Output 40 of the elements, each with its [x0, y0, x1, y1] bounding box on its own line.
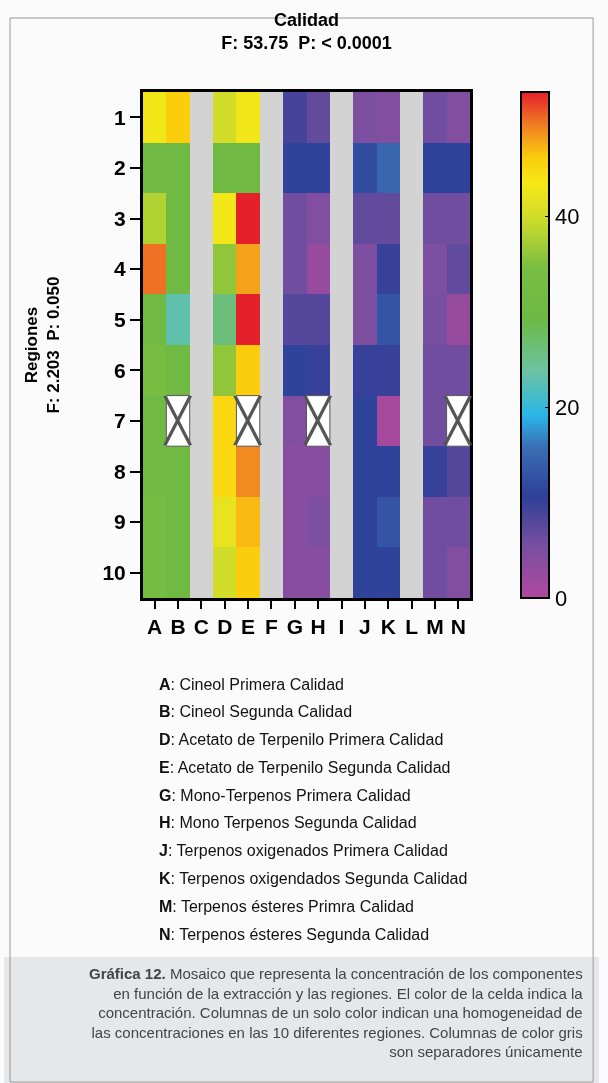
y-tick-label: 10	[102, 561, 126, 585]
x-tick-label: M	[426, 615, 444, 639]
x-tick-label: L	[405, 615, 419, 639]
chart-title: Calidad F: 53.75 P: < 0.0001	[221, 9, 392, 54]
x-tick-label: E	[241, 615, 256, 639]
y-tick-label: 6	[114, 358, 126, 382]
x-tick-label: N	[450, 615, 466, 639]
y-tick-label: 7	[114, 409, 126, 433]
y-tick-label: 2	[114, 156, 126, 180]
x-tick-label: I	[338, 615, 345, 639]
y-axis-title: Regiones F: 2.203 P: 0.050	[21, 276, 63, 414]
text: B: Cineol Segunda Calidad	[159, 703, 353, 720]
y-tick-label: 8	[114, 459, 127, 483]
text: E: Acetato de Terpenilo Segunda Calidad	[159, 759, 451, 776]
x-tick-label: K	[380, 615, 396, 639]
text: N: Terpenos ésteres Segunda Calidad	[159, 926, 430, 943]
text: D: Acetato de Terpenilo Primera Calidad	[159, 731, 444, 748]
y-tick-label: 3	[114, 206, 126, 230]
x-tick-label: B	[170, 615, 186, 639]
color-bar-label: 20	[554, 394, 580, 420]
y-tick-label: 1	[114, 105, 127, 129]
x-tick-label: H	[310, 615, 326, 639]
x-tick-label: J	[359, 615, 371, 639]
text: A: Cineol Primera Calidad	[159, 676, 344, 693]
text: H: Mono Terpenos Segunda Calidad	[159, 814, 417, 831]
color-bar-label: 0	[554, 585, 568, 611]
x-tick-label: F	[265, 615, 279, 639]
color-bar-label: 40	[554, 203, 580, 229]
text: J: Terpenos oxigenados Primera Calidad	[159, 842, 448, 859]
x-tick-label: C	[193, 615, 209, 639]
x-tick-label: A	[147, 615, 163, 639]
text: M: Terpenos ésteres Primra Calidad	[159, 898, 414, 915]
y-tick-label: 5	[114, 308, 127, 332]
y-tick-label: 9	[114, 510, 126, 534]
y-tick-label: 4	[114, 257, 127, 281]
text: K: Terpenos oxigendados Segunda Calidad	[159, 870, 468, 887]
x-tick-label: G	[286, 615, 303, 639]
text: G: Mono-Terpenos Primera Calidad	[159, 787, 411, 804]
text: Gráfica 12. Mosaico que representa la concentración de los componentes en función de la extracción y las regiones. El color de la celda indica la concentración. Columnas de un solo color indican una homogeneidad de las concentraciones en las 10 diferentes regiones. Columnas de color gris son separadores únicamente	[89, 965, 584, 1060]
x-tick-label: D	[217, 615, 233, 639]
